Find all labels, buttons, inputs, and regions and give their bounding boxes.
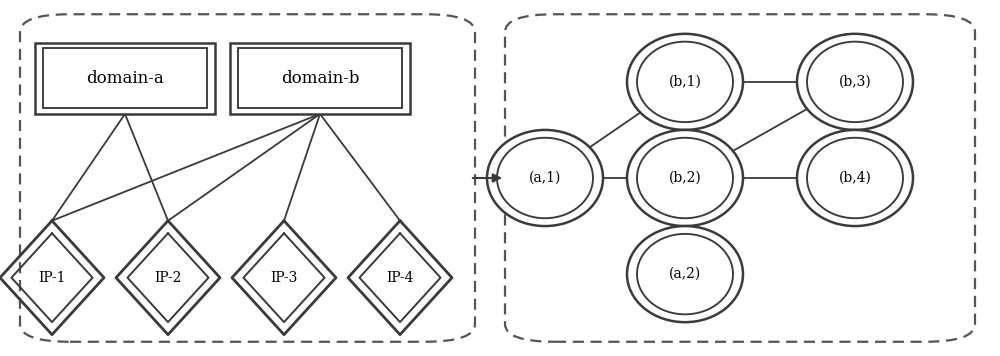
Text: IP-4: IP-4 xyxy=(386,271,414,285)
FancyBboxPatch shape xyxy=(43,48,207,108)
FancyBboxPatch shape xyxy=(230,43,410,114)
Ellipse shape xyxy=(807,138,903,218)
Ellipse shape xyxy=(797,130,913,226)
Ellipse shape xyxy=(487,130,603,226)
Ellipse shape xyxy=(637,138,733,218)
Text: domain-b: domain-b xyxy=(281,70,359,87)
FancyBboxPatch shape xyxy=(20,14,475,342)
Ellipse shape xyxy=(627,130,743,226)
FancyBboxPatch shape xyxy=(238,48,402,108)
Ellipse shape xyxy=(627,34,743,130)
Text: IP-2: IP-2 xyxy=(154,271,182,285)
Ellipse shape xyxy=(807,42,903,122)
Ellipse shape xyxy=(637,234,733,314)
Ellipse shape xyxy=(627,226,743,322)
Ellipse shape xyxy=(637,42,733,122)
Text: (b,4): (b,4) xyxy=(839,171,871,185)
Text: (b,3): (b,3) xyxy=(839,75,871,89)
Text: (a,2): (a,2) xyxy=(669,267,701,281)
Text: (a,1): (a,1) xyxy=(529,171,561,185)
Text: IP-3: IP-3 xyxy=(270,271,298,285)
Text: domain-a: domain-a xyxy=(86,70,164,87)
Ellipse shape xyxy=(797,34,913,130)
Text: (b,1): (b,1) xyxy=(669,75,701,89)
Ellipse shape xyxy=(497,138,593,218)
FancyBboxPatch shape xyxy=(35,43,215,114)
Text: IP-1: IP-1 xyxy=(38,271,66,285)
FancyBboxPatch shape xyxy=(505,14,975,342)
Text: (b,2): (b,2) xyxy=(669,171,701,185)
